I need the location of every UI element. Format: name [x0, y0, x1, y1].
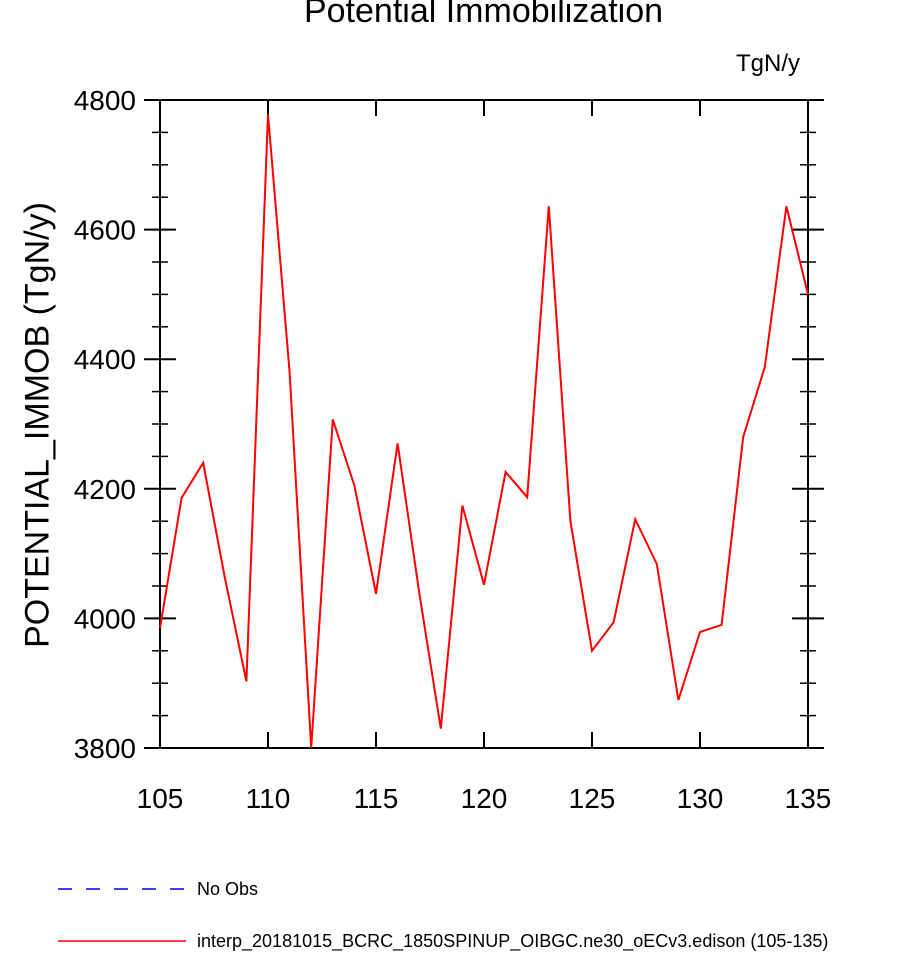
x-tick-label: 110	[246, 783, 291, 814]
y-tick-label: 3800	[74, 733, 136, 764]
series-line-0	[159, 114, 809, 749]
y-tick-label: 4800	[74, 85, 136, 116]
x-tick-label: 125	[569, 783, 616, 814]
y-tick-label: 4600	[74, 215, 136, 246]
legend-lines	[58, 888, 186, 942]
chart-title: Potential Immobilization	[303, 0, 664, 30]
x-tick-label: 115	[354, 783, 399, 814]
axis-ticks	[144, 99, 824, 749]
units-label: TgN/y	[736, 50, 801, 77]
legend-label-no-obs: No Obs	[197, 879, 259, 899]
tick-labels: 105 110 115 120 125 130 135 3800 4000 4200 4400 460…	[74, 85, 832, 814]
legend-label-model-run: interp_20181015_BCRC_1850SPINUP_OIBGC.ne…	[197, 931, 829, 951]
y-tick-label: 4400	[74, 344, 136, 375]
series-lines	[159, 114, 809, 749]
x-tick-label: 105	[137, 783, 184, 814]
y-tick-label: 4200	[74, 474, 136, 505]
y-tick-label: 4000	[74, 603, 136, 634]
x-tick-label: 130	[677, 783, 724, 814]
x-tick-label: 135	[785, 783, 832, 814]
y-axis-label: POTENTIAL_IMMOB (TgN/y)	[18, 202, 57, 648]
x-tick-label: 120	[461, 783, 508, 814]
